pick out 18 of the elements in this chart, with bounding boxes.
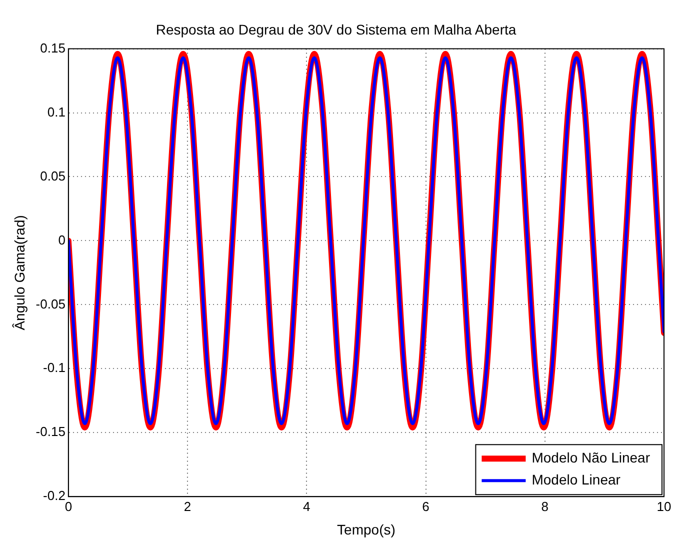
chart-title: Resposta ao Degrau de 30V do Sistema em Malha Aberta xyxy=(156,21,516,38)
x-axis-title: Tempo(s) xyxy=(337,521,396,538)
x-tick-label: 10 xyxy=(656,498,672,514)
y-tick-label: 0.15 xyxy=(40,40,66,56)
y-tick-label: -0.05 xyxy=(36,296,66,312)
x-tick-label: 8 xyxy=(541,498,549,514)
x-tick-label: 6 xyxy=(422,498,430,514)
y-tick-label: 0 xyxy=(58,232,66,248)
y-tick-label: -0.2 xyxy=(43,488,66,504)
y-tick-label: -0.1 xyxy=(43,360,66,376)
x-tick-label: 2 xyxy=(184,498,192,514)
y-tick-label: 0.05 xyxy=(40,168,66,184)
y-axis-title: Ângulo Gama(rad) xyxy=(11,215,28,330)
x-tick-label: 4 xyxy=(303,498,310,514)
legend-label: Modelo Não Linear xyxy=(532,449,650,466)
y-tick-label: 0.1 xyxy=(47,104,66,120)
y-tick-label: -0.15 xyxy=(36,424,66,440)
legend-label: Modelo Linear xyxy=(532,471,621,488)
